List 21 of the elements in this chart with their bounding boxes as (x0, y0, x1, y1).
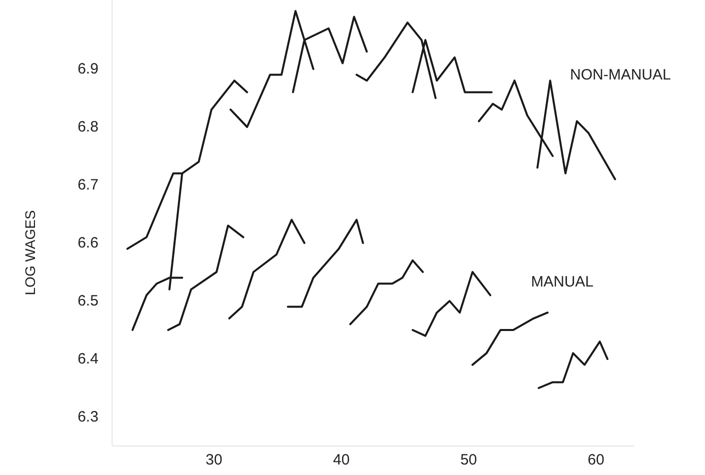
y-tick-label: 6.5 (78, 292, 98, 310)
line-series (349, 259, 424, 326)
annotation: MANUAL (531, 274, 594, 290)
y-tick-label: 6.7 (78, 176, 98, 194)
x-tick-label: 60 (588, 452, 604, 468)
line-series (538, 340, 608, 389)
x-tick-label: 30 (206, 452, 222, 468)
line-series (228, 218, 306, 320)
line-series (412, 271, 492, 337)
line-series (167, 224, 244, 331)
line-series (286, 218, 364, 308)
x-tick-label: 50 (460, 452, 478, 468)
y-tick-label: 6.6 (78, 234, 98, 252)
x-tick-label: 40 (332, 452, 350, 468)
y-tick-label: 6.3 (78, 408, 98, 426)
annotation: NON-MANUAL (570, 66, 671, 84)
y-tick-label: 6.4 (78, 350, 98, 368)
line-series (471, 312, 549, 366)
y-tick-label: 6.8 (78, 118, 98, 136)
y-axis-title: LOG WAGES (22, 210, 38, 296)
y-tick-label: 6.9 (78, 60, 98, 78)
